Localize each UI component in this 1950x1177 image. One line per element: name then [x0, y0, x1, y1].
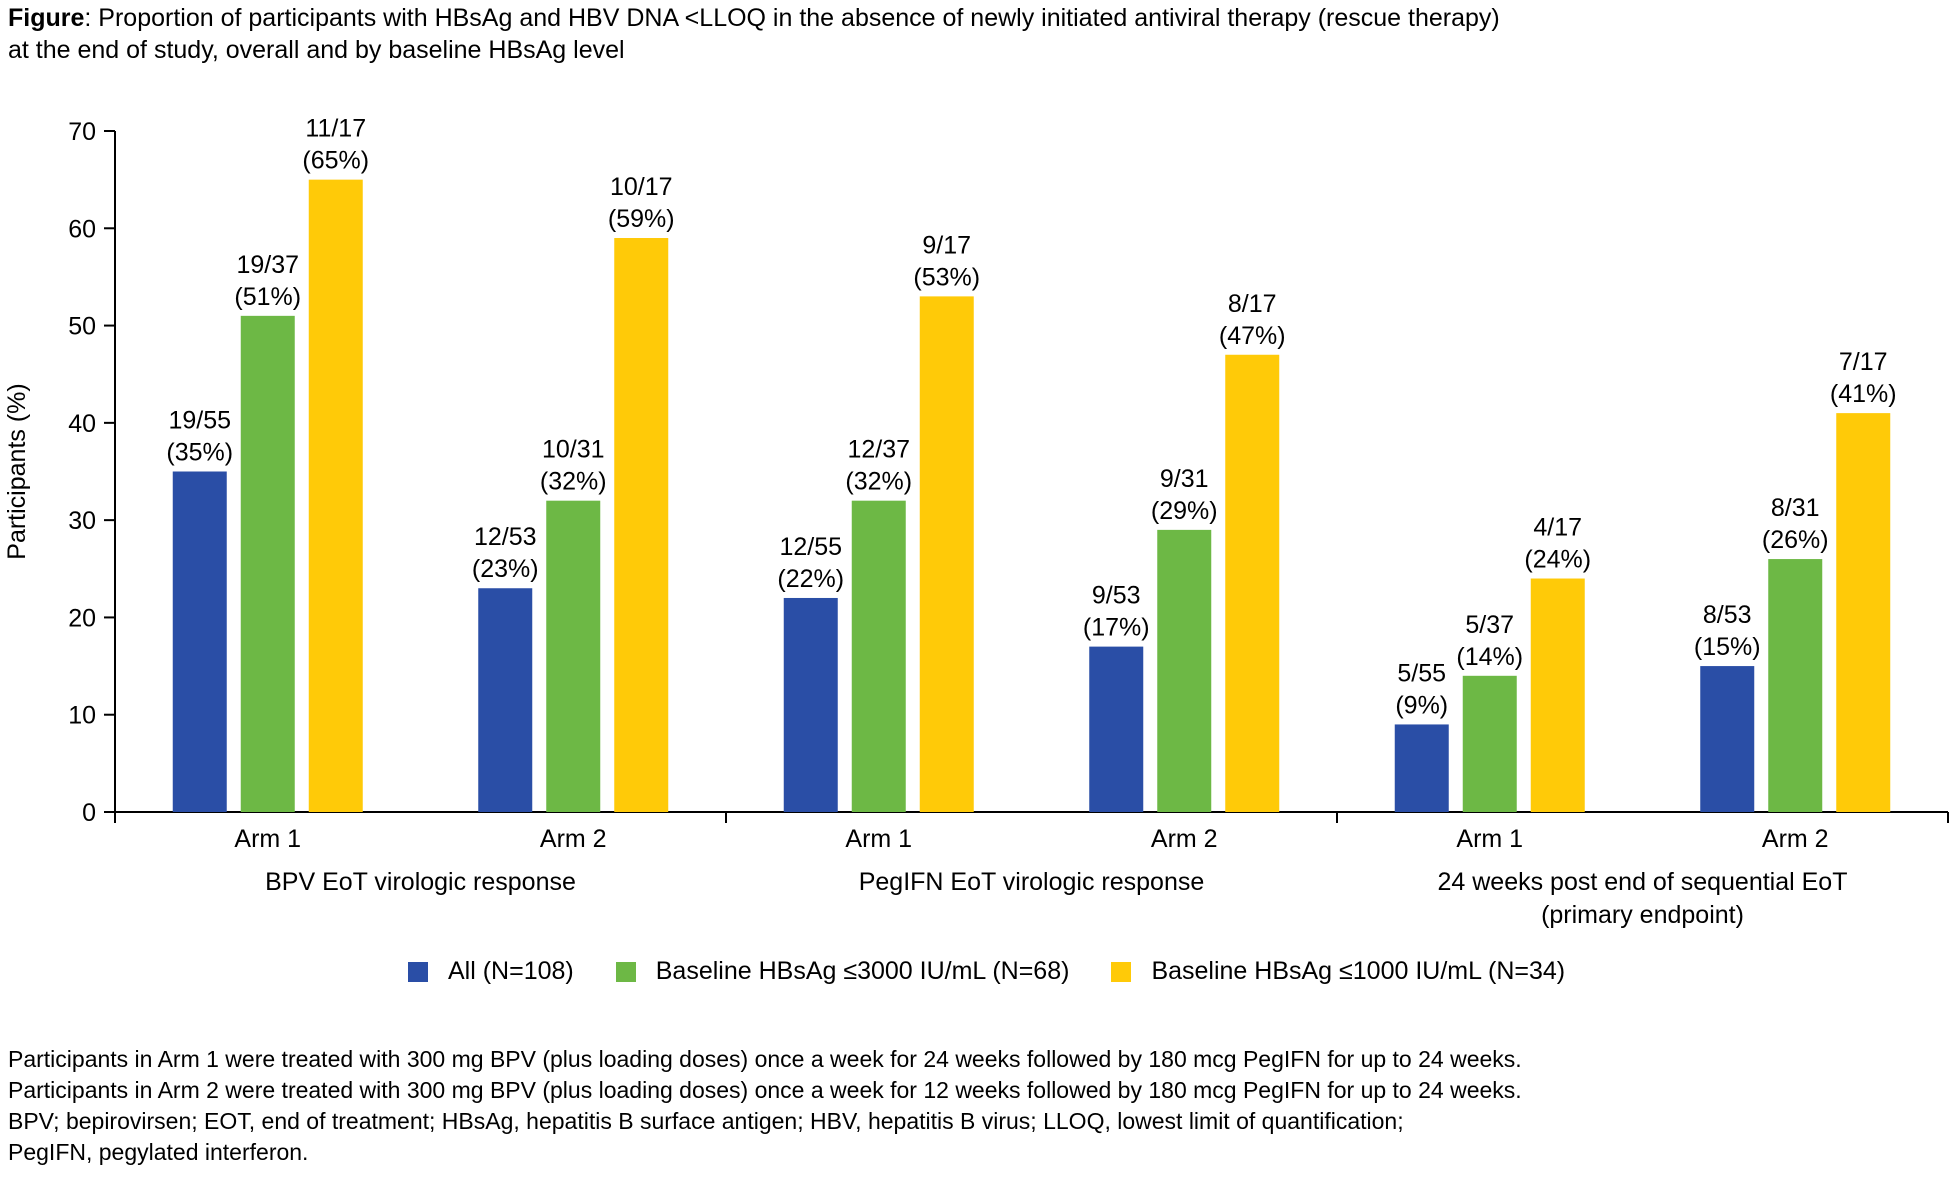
x-category-label: Arm 2 [1151, 825, 1218, 853]
legend-swatch-le3000 [615, 961, 636, 982]
x-category-label: Arm 1 [845, 825, 912, 853]
bar [478, 588, 533, 812]
data-label-count: 4/17 [1533, 514, 1582, 542]
bar [546, 500, 601, 812]
data-label-percent: (15%) [1694, 633, 1761, 661]
bar [1157, 529, 1212, 812]
data-label-percent: (26%) [1762, 526, 1829, 554]
x-group-label: BPV EoT virologic response [265, 868, 576, 896]
data-label-count: 8/53 [1703, 601, 1752, 629]
y-tick-label: 70 [68, 118, 96, 146]
data-label-count: 7/17 [1839, 348, 1888, 376]
bar [1836, 413, 1891, 812]
legend-swatch-le1000 [1111, 961, 1132, 982]
chart-legend: All (N=108) Baseline HBsAg ≤3000 IU/mL (… [408, 957, 1607, 986]
data-label-count: 19/55 [168, 407, 231, 435]
bar [783, 597, 838, 812]
bar [1530, 578, 1585, 812]
data-label-percent: (53%) [913, 263, 980, 291]
y-tick-label: 10 [68, 702, 96, 730]
x-category-label: Arm 2 [540, 825, 607, 853]
data-label-percent: (23%) [472, 555, 539, 583]
bar [1394, 724, 1449, 812]
bar [614, 238, 669, 812]
data-label-count: 8/31 [1771, 494, 1820, 522]
data-label-count: 12/53 [474, 523, 537, 551]
data-label-percent: (14%) [1456, 643, 1523, 671]
x-group-label: (primary endpoint) [1541, 901, 1744, 929]
data-label-percent: (17%) [1083, 614, 1150, 642]
data-label-percent: (65%) [302, 147, 369, 175]
data-label-count: 8/17 [1228, 290, 1277, 318]
bar [1768, 559, 1823, 812]
y-axis-title: Participants (%) [3, 383, 31, 559]
data-label-count: 5/37 [1465, 611, 1514, 639]
bar [308, 179, 363, 813]
y-tick-label: 50 [68, 313, 96, 341]
data-label-count: 5/55 [1397, 659, 1446, 687]
bar [172, 471, 227, 812]
bar [1089, 646, 1144, 812]
data-label-percent: (35%) [166, 439, 233, 467]
y-tick-label: 0 [82, 799, 96, 827]
legend-label-le3000: Baseline HBsAg ≤3000 IU/mL (N=68) [655, 957, 1070, 985]
data-label-percent: (59%) [608, 205, 675, 233]
bar-chart: 0 10 20 30 40 50 60 70 Participants (%) Arm 1 19/5… [3, 115, 1949, 929]
bar [1700, 666, 1755, 812]
x-category-label: Arm 1 [234, 825, 301, 853]
footnote-line4: PegIFN, pegylated interferon. [8, 1139, 309, 1165]
data-label-count: 9/53 [1092, 582, 1141, 610]
legend-label-le1000: Baseline HBsAg ≤1000 IU/mL (N=34) [1151, 957, 1566, 985]
data-label-percent: (41%) [1830, 380, 1897, 408]
legend-item-le1000: Baseline HBsAg ≤1000 IU/mL (N=34) [1111, 957, 1565, 986]
data-label-percent: (51%) [234, 283, 301, 311]
data-label-count: 10/17 [610, 173, 673, 201]
data-label-percent: (9%) [1395, 691, 1448, 719]
data-label-count: 10/31 [542, 436, 605, 464]
footnotes: Participants in Arm 1 were treated with … [8, 1044, 1522, 1168]
legend-swatch-all [408, 961, 428, 982]
data-label-count: 9/31 [1160, 465, 1209, 493]
caption-text-line2: at the end of study, overall and by base… [8, 36, 625, 64]
legend-label-all: All (N=108) [448, 957, 574, 985]
data-label-count: 12/37 [847, 436, 910, 464]
caption-text-line1: : Proportion of participants with HBsAg … [84, 4, 1500, 32]
bar [851, 500, 906, 812]
data-label-percent: (29%) [1151, 497, 1218, 525]
data-label-count: 9/17 [922, 231, 971, 259]
bar [240, 315, 295, 812]
x-group-label: 24 weeks post end of sequential EoT [1438, 868, 1848, 896]
bar [1462, 675, 1517, 812]
bar [1225, 354, 1280, 812]
footnote-line2: Participants in Arm 2 were treated with … [8, 1077, 1522, 1103]
data-label-count: 19/37 [236, 251, 299, 279]
y-tick-label: 20 [68, 604, 96, 632]
x-group-label: PegIFN EoT virologic response [859, 868, 1205, 896]
data-label-percent: (32%) [845, 468, 912, 496]
x-category-label: Arm 2 [1762, 825, 1829, 853]
data-label-percent: (22%) [777, 565, 844, 593]
y-tick-label: 40 [68, 410, 96, 438]
y-tick-label: 30 [68, 507, 96, 535]
data-label-percent: (47%) [1219, 322, 1286, 350]
footnote-line3: BPV; bepirovirsen; EOT, end of treatment… [8, 1108, 1404, 1134]
data-label-percent: (32%) [540, 468, 607, 496]
footnote-line1: Participants in Arm 1 were treated with … [8, 1046, 1522, 1072]
legend-item-le3000: Baseline HBsAg ≤3000 IU/mL (N=68) [615, 957, 1070, 986]
y-tick-label: 60 [68, 215, 96, 243]
bar [919, 296, 974, 812]
legend-item-all: All (N=108) [408, 957, 574, 986]
caption-label: Figure [8, 4, 85, 32]
data-label-count: 12/55 [779, 533, 842, 561]
data-label-percent: (24%) [1524, 546, 1591, 574]
figure-caption: Figure: Proportion of participants with … [8, 2, 1500, 66]
data-label-count: 11/17 [305, 115, 366, 143]
x-category-label: Arm 1 [1456, 825, 1523, 853]
